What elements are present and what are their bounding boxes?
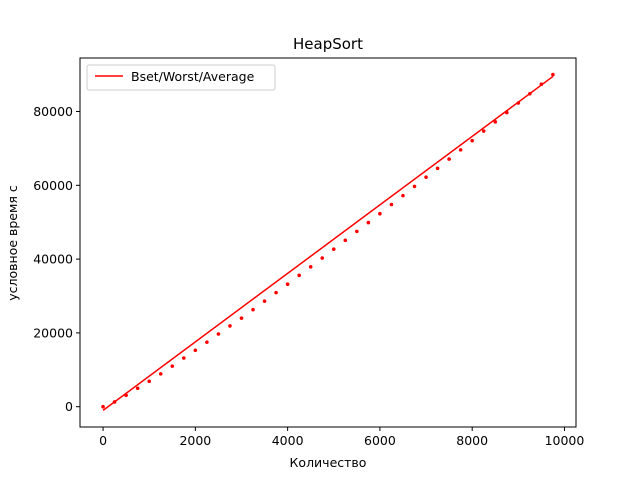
x-tick-label: 2000 [179,433,211,448]
x-tick-label: 4000 [272,433,304,448]
y-tick-label: 0 [65,399,73,414]
series-line [102,75,554,411]
x-tick-label: 10000 [545,433,585,448]
data-point [193,348,198,353]
data-point [320,256,325,260]
y-axis: 0 20000 40000 60000 80000 [33,104,80,414]
data-point [528,91,532,96]
data-point [401,193,405,198]
data-point [551,72,555,77]
y-tick-label: 40000 [33,252,73,267]
data-point [412,184,417,189]
data-point [481,129,486,133]
x-tick-label: 6000 [364,433,396,448]
data-point [493,120,498,124]
y-tick-label: 20000 [33,325,73,340]
data-point [101,404,105,409]
data-point [539,82,544,86]
data-point [239,316,244,320]
data-point [262,299,267,303]
data-point [205,340,209,344]
data-point [424,175,428,179]
data-point [389,202,394,207]
data-point [158,372,163,376]
data-point [355,229,359,234]
y-axis-label: условное время с [5,185,20,301]
data-point [228,324,232,328]
data-point [470,138,474,143]
data-point [251,307,255,312]
data-point [112,400,117,404]
data-point [343,238,348,243]
x-axis-label: Количество [290,455,367,470]
data-point [378,211,382,216]
data-point [458,148,463,152]
data-point [366,220,371,225]
legend-entry-label: Bset/Worst/Average [131,69,255,84]
y-tick-label: 60000 [33,178,73,193]
data-point [274,290,278,295]
data-point [435,166,440,171]
data-point [516,101,521,105]
data-point [216,332,221,336]
x-axis: 0 2000 4000 6000 8000 10000 [99,427,584,448]
plot-frame [79,57,577,428]
data-point [308,265,313,269]
data-point [504,110,509,115]
data-point [331,247,336,251]
data-point [285,282,290,286]
data-point [147,379,152,384]
data-point [135,386,140,391]
data-point [297,273,301,278]
chart-title: HeapSort [293,35,363,53]
y-tick-label: 80000 [33,104,73,119]
legend-box [86,64,276,91]
x-tick-label: 8000 [456,433,488,448]
data-point [124,393,128,398]
data-point [170,364,175,368]
x-tick-label: 0 [99,433,107,448]
legend: Bset/Worst/Average [86,64,276,91]
plot-area [101,72,555,411]
data-point [447,157,451,161]
data-point [182,356,186,360]
